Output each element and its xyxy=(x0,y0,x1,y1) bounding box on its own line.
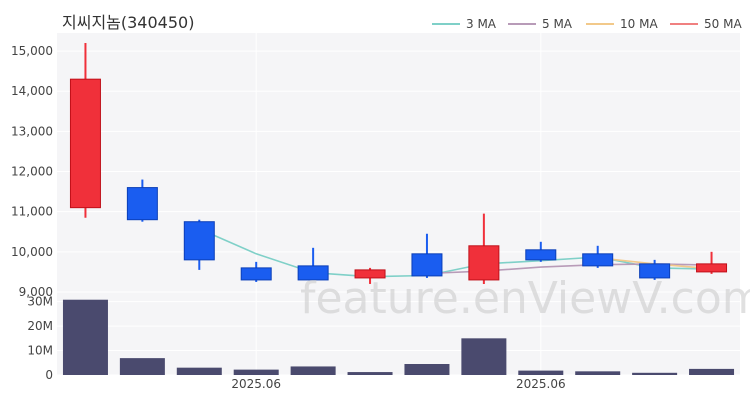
volume-tick-label: 0 xyxy=(45,368,53,382)
volume-bar xyxy=(461,338,507,375)
price-tick-label: 10,000 xyxy=(11,245,53,259)
volume-bar xyxy=(575,371,621,375)
volume-tick-label: 30M xyxy=(27,295,53,309)
volume-plot-area xyxy=(57,298,740,375)
volume-bar xyxy=(119,358,165,375)
volume-bar xyxy=(632,372,678,375)
legend: 3 MA 5 MA 10 MA 50 MA xyxy=(432,17,742,31)
price-panel: 9,000 10,000 11,000 12,000 13,000 14,000 15,00… xyxy=(11,33,740,299)
volume-bar xyxy=(176,367,222,375)
volume-bar xyxy=(404,364,450,375)
candle-body xyxy=(183,221,215,261)
price-plot-area xyxy=(57,33,740,298)
legend-label: 50 MA xyxy=(704,17,742,31)
candle-body xyxy=(582,253,614,267)
candle-body xyxy=(126,187,158,221)
ma-line-3-ma xyxy=(198,228,712,278)
candle-body xyxy=(468,245,500,281)
candle-body xyxy=(240,267,272,281)
price-tick-label: 14,000 xyxy=(11,84,53,98)
volume-panel: 0 10M 20M 30M xyxy=(27,295,740,382)
candle-body xyxy=(639,263,671,279)
watermark: feature.enViewV.com xyxy=(300,273,750,324)
candle-body xyxy=(696,263,728,273)
candle-body xyxy=(69,78,101,209)
volume-bar xyxy=(290,366,336,375)
volume-bar xyxy=(689,368,735,375)
price-tick-label: 12,000 xyxy=(11,165,53,179)
legend-label: 5 MA xyxy=(542,17,573,31)
volume-bar xyxy=(347,372,393,375)
price-tick-label: 11,000 xyxy=(11,205,53,219)
x-tick-label: 2025.06 xyxy=(516,377,566,391)
chart-title: 지씨지놈(340450) xyxy=(62,13,194,32)
candle-body xyxy=(525,249,557,261)
volume-bar xyxy=(233,369,279,375)
candle-body xyxy=(411,253,443,277)
x-tick-label: 2025.06 xyxy=(231,377,281,391)
price-tick-label: 15,000 xyxy=(11,44,53,58)
volume-bar xyxy=(62,299,108,375)
legend-label: 10 MA xyxy=(620,17,658,31)
price-tick-label: 9,000 xyxy=(19,285,53,299)
candle-body xyxy=(354,269,386,279)
volume-tick-label: 20M xyxy=(27,319,53,333)
price-tick-label: 13,000 xyxy=(11,124,53,138)
legend-label: 3 MA xyxy=(466,17,497,31)
candle-body xyxy=(297,265,329,281)
volume-bar xyxy=(518,370,564,375)
volume-tick-label: 10M xyxy=(27,344,53,358)
x-axis: 2025.06 2025.06 xyxy=(231,377,565,391)
